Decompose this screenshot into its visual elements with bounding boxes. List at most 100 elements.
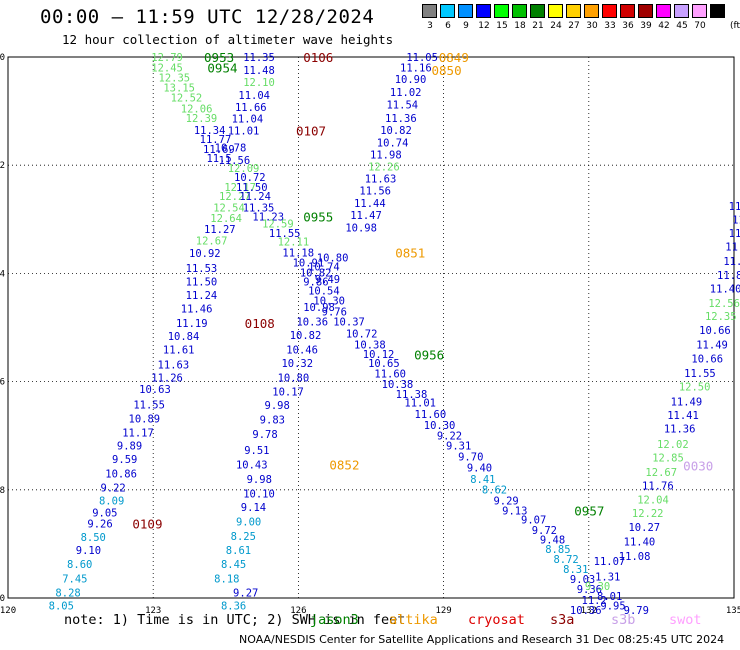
wave-height-value: 10.27 [628, 522, 660, 534]
map-title: 00:00 – 11:59 UTC 12/28/2024 [40, 6, 375, 28]
wave-height-value: 13.15 [163, 82, 195, 94]
wave-height-value: 8.45 [221, 559, 246, 571]
satellite-s3a: s3a [550, 612, 575, 628]
wave-height-value: 11.24 [186, 290, 218, 302]
wave-height-value: 8.72 [553, 554, 578, 566]
wave-height-value: 12.35 [705, 311, 737, 323]
footer-note: note: 1) Time is in UTC; 2) SWH is in fe… [64, 612, 406, 628]
wave-height-value: 11.63 [158, 359, 190, 371]
wave-height-value: 10.66 [699, 325, 731, 337]
legend-swatch [494, 4, 509, 18]
wave-height-value: 11.50 [236, 182, 268, 194]
wave-height-value: 11.5 [206, 153, 231, 165]
lon-tick-label: 129 [435, 606, 451, 616]
wave-height-value: 11.26 [151, 372, 183, 384]
wave-height-value: 9.03 [570, 574, 595, 586]
pass-time-label: 0030 [683, 458, 713, 473]
wave-height-value: 10.63 [139, 384, 171, 396]
wave-height-value: 9.10 [76, 545, 101, 557]
wave-height-value: 10.98 [303, 302, 335, 314]
legend-swatch [566, 4, 581, 18]
wave-height-value: 11.46 [723, 256, 740, 268]
wave-height-value: 9.49 [315, 274, 340, 286]
wave-height-value: 10.72 [346, 328, 378, 340]
wave-height-value: 12.17 [224, 182, 256, 194]
pass-time-label: 0850 [432, 63, 462, 78]
wave-height-value: 9.76 [322, 306, 347, 318]
legend-label: 30 [586, 21, 598, 31]
wave-height-value: 9.07 [521, 515, 546, 527]
wave-height-value: 9.95 [600, 601, 625, 613]
wave-height-value: 8.41 [470, 474, 495, 486]
satellite-jason3: jason3 [310, 612, 359, 628]
lon-tick-label: 126 [290, 606, 306, 616]
wave-height-value: 11.61 [163, 345, 195, 357]
wave-height-value: 9.05 [92, 508, 117, 520]
wave-height-value: 11.69 [203, 144, 235, 156]
legend-swatch [638, 4, 653, 18]
legend-label: 45 [676, 21, 688, 31]
wave-height-value: 12.56 [708, 298, 740, 310]
wave-height-value: 10.78 [215, 142, 247, 154]
pass-time-label: 0852 [329, 457, 359, 472]
wave-height-value: 12.10 [243, 77, 275, 89]
wave-height-value: 11.55 [133, 399, 165, 411]
pass-time-label: 0955 [303, 210, 333, 225]
wave-height-value: 12.52 [171, 93, 203, 105]
wave-height-value: 8.31 [563, 564, 588, 576]
satellite-altika: altika [389, 612, 438, 628]
wave-height-value: 11.40 [710, 284, 740, 296]
legend-label: 27 [568, 21, 580, 31]
wave-height-value: 10.80 [317, 253, 349, 265]
pass-time-label: 0108 [245, 316, 275, 331]
wave-height-value: 12.59 [262, 219, 294, 231]
wave-height-value: 12.06 [181, 103, 213, 115]
wave-height-value: 9.14 [241, 502, 266, 514]
lon-tick-label: 135 [726, 606, 740, 616]
wave-height-value: 11.38 [396, 389, 428, 401]
wave-height-value: 10.74 [308, 261, 340, 273]
wave-height-value: 8.50 [81, 532, 106, 544]
legend-label: 24 [550, 21, 562, 31]
wave-height-value: 10.43 [236, 459, 268, 471]
wave-height-value: 11.46 [181, 304, 213, 316]
legend-label: 70 [694, 21, 706, 31]
wave-height-value: 9.79 [624, 605, 649, 617]
wave-height-value: 8.85 [545, 544, 570, 556]
wave-height-value: 12.11 [278, 236, 310, 248]
wave-height-value: 11.01 [228, 126, 260, 138]
wave-height-value: 10.54 [308, 286, 340, 298]
legend-label: 9 [463, 21, 469, 31]
wave-height-value: 9.78 [252, 429, 277, 441]
wave-height-value: 11.44 [354, 198, 386, 210]
legend-swatch [620, 4, 635, 18]
wave-height-value: 9.86 [303, 277, 328, 289]
wave-height-value: 9.26 [87, 518, 112, 530]
wave-height-value: 10.12 [363, 349, 395, 361]
wave-height-value: 12.54 [213, 202, 245, 214]
wave-height-value: 10.80 [278, 372, 310, 384]
wave-height-value: 9.70 [458, 451, 483, 463]
wave-height-value: 11.50 [186, 277, 218, 289]
wave-height-value: 11.55 [684, 368, 716, 380]
wave-height-value: 11.23 [252, 212, 284, 224]
wave-height-value: 12.67 [645, 467, 677, 479]
wave-height-value: 11.27 [204, 224, 236, 236]
legend-swatch [584, 4, 599, 18]
wave-height-value: 10.82 [380, 125, 412, 137]
lat-tick-label: -42 [0, 161, 5, 171]
wave-height-value: 11.24 [239, 191, 271, 203]
legend-swatch [440, 4, 455, 18]
wave-height-value: 11.60 [374, 368, 406, 380]
legend-swatch [512, 4, 527, 18]
wave-height-value: 11.18 [282, 247, 314, 259]
legend-label: 15 [496, 21, 508, 31]
wave-height-value: 12.26 [368, 161, 400, 173]
wave-height-value: 11.35 [243, 202, 275, 214]
wave-height-value: 10.82 [290, 330, 322, 342]
wave-height-value: 9.59 [112, 454, 137, 466]
wave-height-value: 11.66 [235, 102, 267, 114]
legend-swatch [530, 4, 545, 18]
wave-height-value: 11.04 [238, 90, 270, 102]
legend-label: 42 [658, 21, 670, 31]
